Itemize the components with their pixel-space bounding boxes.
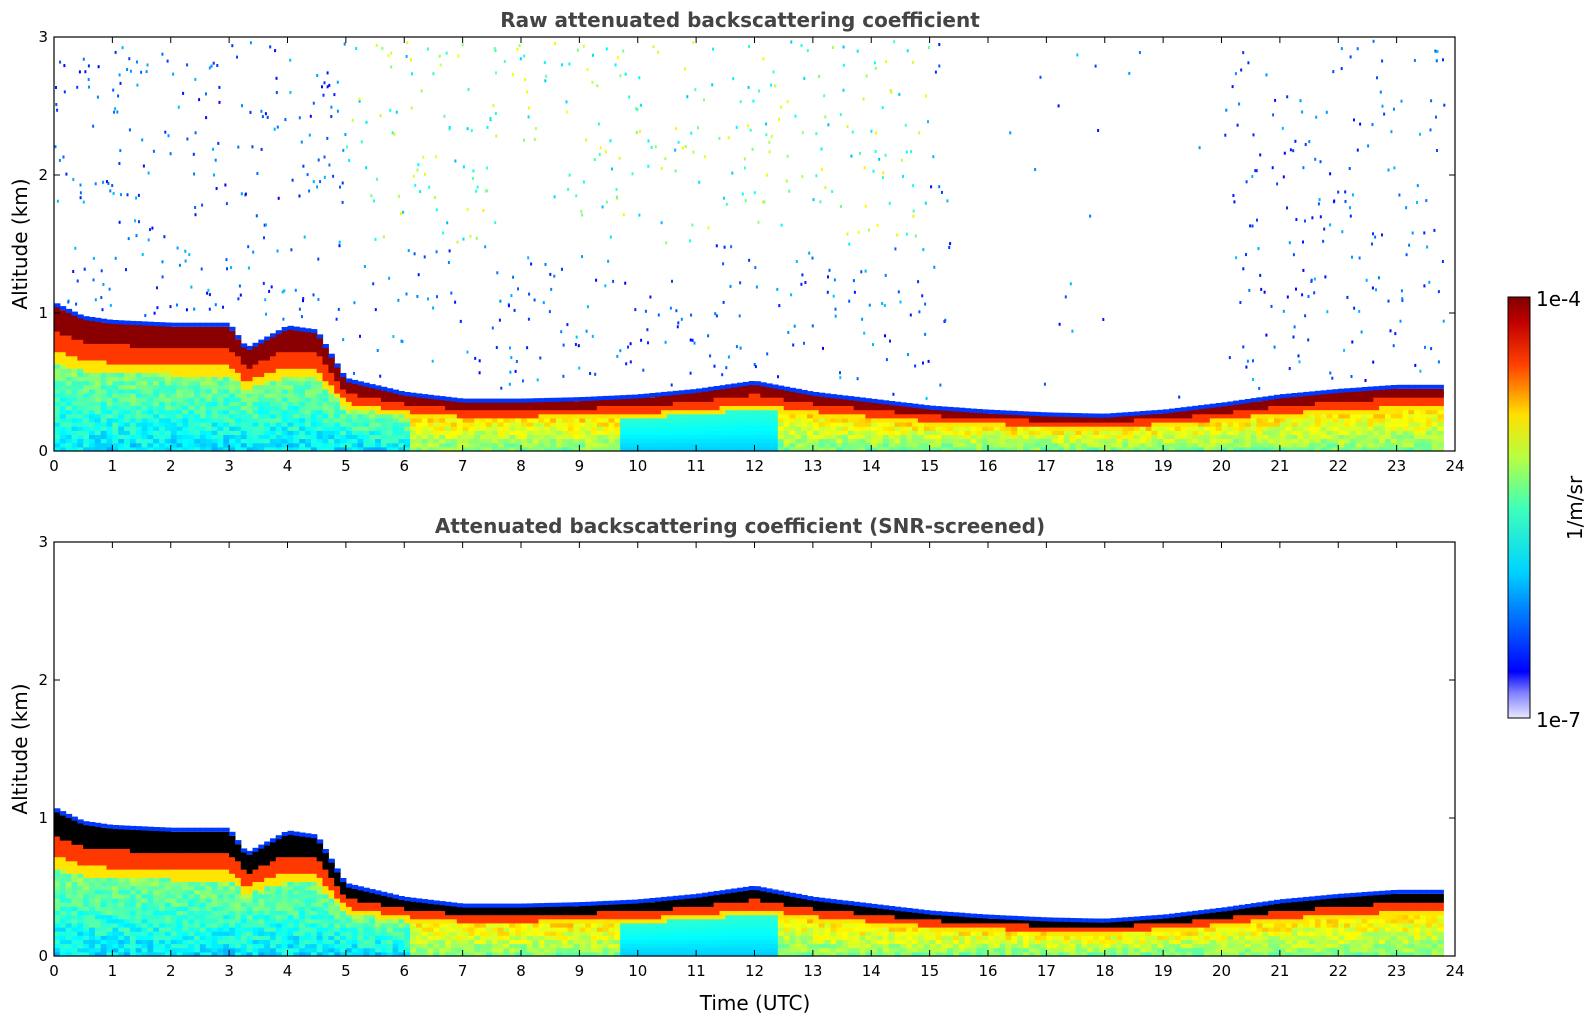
x-tick-label: 6 xyxy=(399,457,409,475)
x-tick-label: 8 xyxy=(516,457,526,475)
y-tick-label: 1 xyxy=(38,809,48,827)
y-axis-label-raw: Altitude (km) xyxy=(8,178,32,309)
x-tick-label: 16 xyxy=(978,962,997,980)
panel-screened: Attenuated backscattering coefficient (S… xyxy=(8,514,1465,1015)
chart-title-raw: Raw attenuated backscattering coefficien… xyxy=(500,8,980,32)
x-tick-label: 14 xyxy=(862,962,881,980)
axis-ticks-screened: 0 1 2 3 4 5 6 7 8 9 10 11 12 13 14 15 16 17 18 19 20 21 22 23 24… xyxy=(38,533,1464,980)
x-tick-label: 18 xyxy=(1095,457,1114,475)
x-tick-label: 2 xyxy=(166,962,176,980)
x-tick-label: 7 xyxy=(458,962,468,980)
x-tick-label: 24 xyxy=(1445,962,1464,980)
x-tick-label: 14 xyxy=(862,457,881,475)
x-tick-label: 15 xyxy=(920,962,939,980)
y-tick-label: 3 xyxy=(38,533,48,551)
x-tick-label: 0 xyxy=(49,962,59,980)
x-tick-label: 15 xyxy=(920,457,939,475)
x-tick-label: 8 xyxy=(516,962,526,980)
x-tick-label: 2 xyxy=(166,457,176,475)
x-tick-label: 18 xyxy=(1095,962,1114,980)
x-tick-label: 3 xyxy=(224,457,234,475)
x-axis-label: Time (UTC) xyxy=(699,991,811,1015)
heatmap-screened xyxy=(54,808,1444,957)
x-tick-label: 20 xyxy=(1212,457,1231,475)
x-tick-label: 23 xyxy=(1387,962,1406,980)
x-tick-label: 12 xyxy=(745,457,764,475)
x-tick-label: 10 xyxy=(628,457,647,475)
y-tick-label: 0 xyxy=(38,947,48,965)
x-tick-label: 19 xyxy=(1154,457,1173,475)
x-tick-label: 10 xyxy=(628,962,647,980)
x-tick-label: 21 xyxy=(1270,962,1289,980)
x-tick-label: 13 xyxy=(803,962,822,980)
x-tick-label: 4 xyxy=(283,962,293,980)
x-tick-label: 16 xyxy=(978,457,997,475)
x-tick-label: 20 xyxy=(1212,962,1231,980)
colorbar-max-label: 1e-4 xyxy=(1536,287,1581,311)
x-tick-label: 5 xyxy=(341,962,351,980)
x-tick-label: 9 xyxy=(575,457,585,475)
x-tick-label: 6 xyxy=(399,962,409,980)
chart-title-screened: Attenuated backscattering coefficient (S… xyxy=(435,514,1045,538)
colorbar: 1e-4 1e-7 1/m/sr xyxy=(1507,287,1587,732)
y-axis-label-screened: Altitude (km) xyxy=(8,683,32,814)
x-tick-label: 3 xyxy=(224,962,234,980)
x-tick-label: 12 xyxy=(745,962,764,980)
axis-ticks-raw: 0 1 2 3 4 5 6 7 8 9 10 11 12 13 14 15 16 17 18 19 20 21 22 23 24… xyxy=(38,28,1464,475)
colorbar-unit-label: 1/m/sr xyxy=(1563,475,1587,540)
x-tick-label: 19 xyxy=(1154,962,1173,980)
x-tick-label: 22 xyxy=(1329,962,1348,980)
y-tick-label: 2 xyxy=(38,671,48,689)
y-tick-label: 2 xyxy=(38,166,48,184)
y-tick-label: 1 xyxy=(38,304,48,322)
x-tick-label: 22 xyxy=(1329,457,1348,475)
panel-raw: Raw attenuated backscattering coefficien… xyxy=(8,8,1465,475)
x-tick-label: 11 xyxy=(687,457,706,475)
x-tick-label: 13 xyxy=(803,457,822,475)
y-tick-label: 3 xyxy=(38,28,48,46)
y-tick-label: 0 xyxy=(38,442,48,460)
x-tick-label: 17 xyxy=(1037,457,1056,475)
heatmap-raw xyxy=(54,39,1446,452)
x-tick-label: 11 xyxy=(687,962,706,980)
x-tick-label: 17 xyxy=(1037,962,1056,980)
x-tick-label: 4 xyxy=(283,457,293,475)
x-tick-label: 9 xyxy=(575,962,585,980)
x-tick-label: 24 xyxy=(1445,457,1464,475)
x-tick-label: 1 xyxy=(108,457,118,475)
x-tick-label: 23 xyxy=(1387,457,1406,475)
x-tick-label: 7 xyxy=(458,457,468,475)
colorbar-gradient xyxy=(1507,296,1531,719)
x-tick-label: 21 xyxy=(1270,457,1289,475)
x-tick-label: 1 xyxy=(108,962,118,980)
x-tick-label: 5 xyxy=(341,457,351,475)
colorbar-min-label: 1e-7 xyxy=(1536,708,1581,732)
x-tick-label: 0 xyxy=(49,457,59,475)
